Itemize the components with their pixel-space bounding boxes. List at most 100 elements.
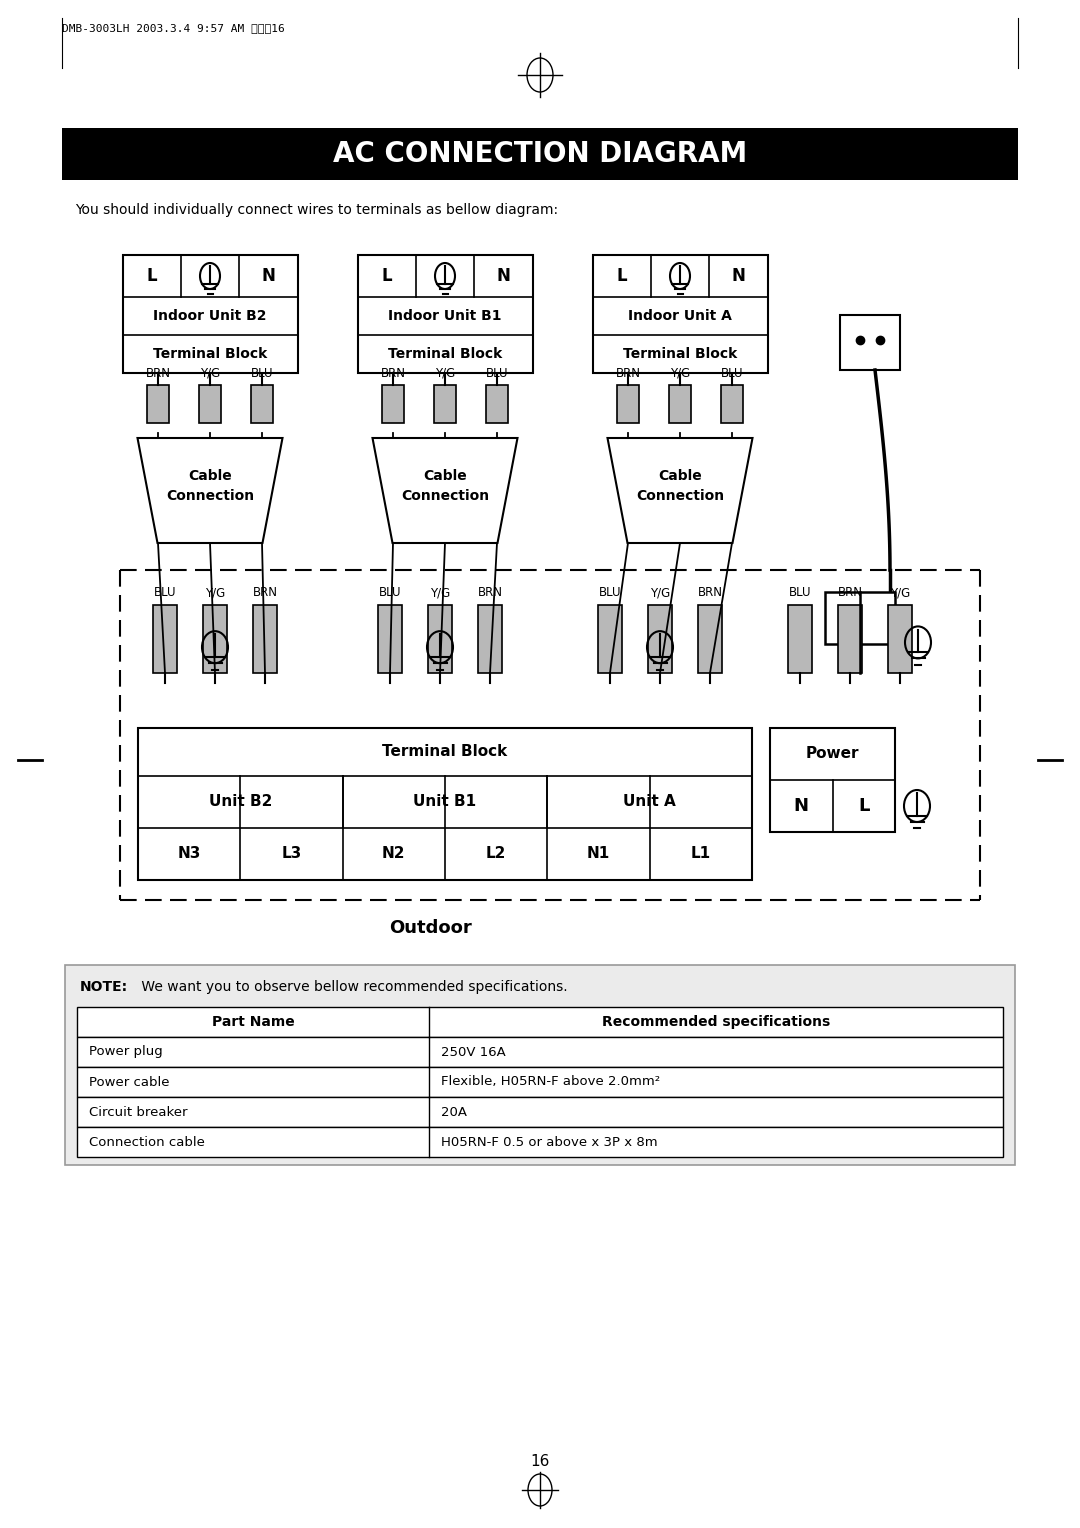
FancyBboxPatch shape (486, 385, 508, 423)
Text: 16: 16 (530, 1455, 550, 1470)
Text: You should individually connect wires to terminals as bellow diagram:: You should individually connect wires to… (75, 203, 558, 217)
Text: BRN: BRN (253, 587, 278, 599)
FancyBboxPatch shape (598, 605, 622, 672)
Text: L: L (147, 267, 157, 286)
Text: Connection: Connection (401, 489, 489, 503)
Text: N2: N2 (382, 847, 406, 862)
Text: N: N (731, 267, 745, 286)
FancyBboxPatch shape (62, 128, 1018, 180)
Polygon shape (137, 439, 283, 542)
Text: BRN: BRN (146, 367, 171, 380)
FancyBboxPatch shape (253, 605, 276, 672)
Text: Y/G: Y/G (435, 367, 455, 380)
Text: Unit A: Unit A (623, 795, 676, 810)
FancyBboxPatch shape (203, 605, 227, 672)
Text: Indoor Unit A: Indoor Unit A (629, 309, 732, 322)
FancyBboxPatch shape (357, 255, 532, 373)
FancyBboxPatch shape (788, 605, 812, 672)
Text: Circuit breaker: Circuit breaker (89, 1105, 188, 1118)
FancyBboxPatch shape (593, 255, 768, 373)
Text: Terminal Block: Terminal Block (153, 347, 267, 361)
Text: Part Name: Part Name (212, 1015, 295, 1028)
Text: Unit B1: Unit B1 (414, 795, 476, 810)
Text: N: N (497, 267, 510, 286)
Text: BLU: BLU (251, 367, 273, 380)
Text: Connection: Connection (166, 489, 254, 503)
Text: Power plug: Power plug (89, 1045, 163, 1059)
Text: NOTE:: NOTE: (80, 979, 129, 995)
Text: Y/G: Y/G (670, 367, 690, 380)
Text: Y/G: Y/G (200, 367, 220, 380)
Text: Terminal Block: Terminal Block (388, 347, 502, 361)
FancyBboxPatch shape (77, 1007, 1003, 1038)
Text: Cable: Cable (188, 469, 232, 483)
FancyBboxPatch shape (838, 605, 862, 672)
Text: Flexible, H05RN-F above 2.0mm²: Flexible, H05RN-F above 2.0mm² (441, 1076, 660, 1088)
FancyBboxPatch shape (840, 315, 900, 370)
Text: BLU: BLU (598, 587, 621, 599)
Text: L1: L1 (691, 847, 711, 862)
Text: Power cable: Power cable (89, 1076, 170, 1088)
Text: N1: N1 (586, 847, 610, 862)
FancyBboxPatch shape (382, 385, 404, 423)
Text: Indoor Unit B2: Indoor Unit B2 (153, 309, 267, 322)
FancyBboxPatch shape (122, 255, 297, 373)
Text: BLU: BLU (379, 587, 402, 599)
Text: L3: L3 (282, 847, 301, 862)
Text: L2: L2 (486, 847, 507, 862)
Text: Y/G: Y/G (650, 587, 670, 599)
Text: BRN: BRN (380, 367, 405, 380)
Polygon shape (373, 439, 517, 542)
FancyBboxPatch shape (434, 385, 456, 423)
Text: BRN: BRN (837, 587, 863, 599)
Text: Connection: Connection (636, 489, 724, 503)
Text: Indoor Unit B1: Indoor Unit B1 (388, 309, 502, 322)
Text: Unit B2: Unit B2 (208, 795, 272, 810)
Text: 250V 16A: 250V 16A (441, 1045, 505, 1059)
FancyBboxPatch shape (617, 385, 639, 423)
FancyBboxPatch shape (888, 605, 912, 672)
Text: Y/G: Y/G (890, 587, 910, 599)
Text: Connection cable: Connection cable (89, 1135, 205, 1149)
FancyBboxPatch shape (147, 385, 168, 423)
FancyBboxPatch shape (698, 605, 723, 672)
Text: H05RN-F 0.5 or above x 3P x 8m: H05RN-F 0.5 or above x 3P x 8m (441, 1135, 658, 1149)
Text: Power: Power (806, 747, 860, 761)
Text: L: L (381, 267, 392, 286)
Text: Terminal Block: Terminal Block (382, 744, 508, 759)
Text: BLU: BLU (153, 587, 176, 599)
FancyBboxPatch shape (138, 727, 752, 880)
Text: 20A: 20A (441, 1105, 467, 1118)
Text: Cable: Cable (423, 469, 467, 483)
Text: Recommended specifications: Recommended specifications (602, 1015, 831, 1028)
Polygon shape (607, 439, 753, 542)
Text: DMB-3003LH 2003.3.4 9:57 AM 페이직16: DMB-3003LH 2003.3.4 9:57 AM 페이직16 (62, 23, 285, 34)
FancyBboxPatch shape (65, 966, 1015, 1164)
FancyBboxPatch shape (648, 605, 672, 672)
Text: BRN: BRN (616, 367, 640, 380)
Text: L: L (859, 798, 869, 814)
Text: Y/G: Y/G (430, 587, 450, 599)
Text: N: N (794, 798, 809, 814)
Text: BLU: BLU (720, 367, 743, 380)
FancyBboxPatch shape (378, 605, 402, 672)
Text: BRN: BRN (477, 587, 502, 599)
FancyBboxPatch shape (199, 385, 221, 423)
Text: BLU: BLU (486, 367, 509, 380)
FancyBboxPatch shape (251, 385, 273, 423)
Text: Y/G: Y/G (205, 587, 225, 599)
FancyBboxPatch shape (77, 1128, 1003, 1157)
FancyBboxPatch shape (153, 605, 177, 672)
FancyBboxPatch shape (77, 1067, 1003, 1097)
Text: We want you to observe bellow recommended specifications.: We want you to observe bellow recommende… (137, 979, 568, 995)
FancyBboxPatch shape (669, 385, 691, 423)
FancyBboxPatch shape (428, 605, 453, 672)
FancyBboxPatch shape (478, 605, 502, 672)
FancyBboxPatch shape (825, 591, 895, 643)
Text: Terminal Block: Terminal Block (623, 347, 738, 361)
Text: Outdoor: Outdoor (389, 918, 471, 937)
Text: BLU: BLU (788, 587, 811, 599)
Text: N: N (261, 267, 275, 286)
Text: L: L (617, 267, 627, 286)
FancyBboxPatch shape (721, 385, 743, 423)
